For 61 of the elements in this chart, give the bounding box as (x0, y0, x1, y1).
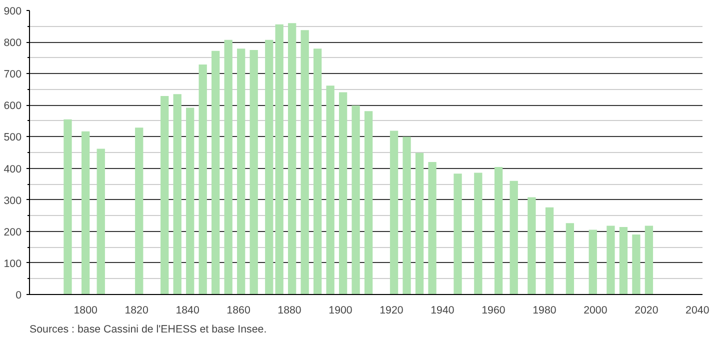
bar (64, 119, 72, 294)
bar (135, 128, 144, 294)
bar (632, 234, 640, 294)
y-tick-label: 300 (4, 194, 22, 207)
x-tick-label: 1880 (278, 304, 302, 316)
bar (510, 180, 518, 294)
bar (415, 152, 424, 294)
x-tick-label: 2020 (634, 304, 658, 316)
bar (454, 174, 462, 294)
bar (364, 111, 373, 294)
bar (494, 167, 503, 294)
x-tick-label: 1920 (380, 304, 404, 316)
bar (237, 48, 246, 294)
bar (326, 86, 334, 294)
bar (160, 96, 169, 294)
bar (528, 197, 536, 294)
bar (352, 105, 360, 294)
x-tick-label: 2040 (686, 304, 710, 316)
y-tick-label: 400 (4, 163, 22, 176)
bar (82, 131, 90, 294)
x-tick-label: 2000 (584, 304, 608, 316)
bar (428, 162, 436, 294)
bar (390, 130, 398, 294)
bar (566, 223, 574, 294)
x-tick-label: 1940 (430, 304, 454, 316)
x-tick-label: 1960 (482, 304, 506, 316)
bar (402, 136, 411, 294)
bar (96, 148, 105, 294)
bar (474, 172, 482, 294)
y-tick-label: 100 (4, 258, 22, 270)
source-note: Sources : base Cassini de l'EHESS et base Insee. (30, 324, 267, 336)
bar (300, 30, 309, 294)
bar (224, 40, 232, 294)
y-tick-label: 0 (16, 290, 22, 302)
bar (338, 92, 348, 294)
bar (265, 40, 274, 294)
y-tick-label: 900 (4, 6, 22, 18)
bar (313, 48, 322, 294)
bar (275, 24, 284, 294)
x-tick-label: 1840 (176, 304, 200, 316)
y-tick-label: 600 (4, 100, 22, 112)
bar (212, 50, 220, 294)
x-tick-label: 1900 (328, 304, 352, 316)
bar (250, 50, 258, 294)
x-tick-label: 1980 (532, 304, 556, 316)
bar (545, 207, 554, 294)
bar (644, 226, 654, 294)
bar (619, 226, 628, 294)
x-tick-label: 1860 (226, 304, 250, 316)
y-tick-label: 700 (4, 68, 22, 81)
bar (173, 94, 182, 294)
y-tick-label: 500 (4, 132, 22, 144)
bar (186, 108, 194, 294)
x-tick-label: 1820 (124, 304, 148, 316)
bar (198, 64, 207, 294)
bar (588, 230, 597, 294)
bar (606, 226, 615, 294)
x-tick-label: 1800 (74, 304, 98, 316)
y-tick-label: 200 (4, 226, 22, 238)
bar (288, 23, 296, 294)
y-tick-label: 800 (4, 37, 22, 50)
